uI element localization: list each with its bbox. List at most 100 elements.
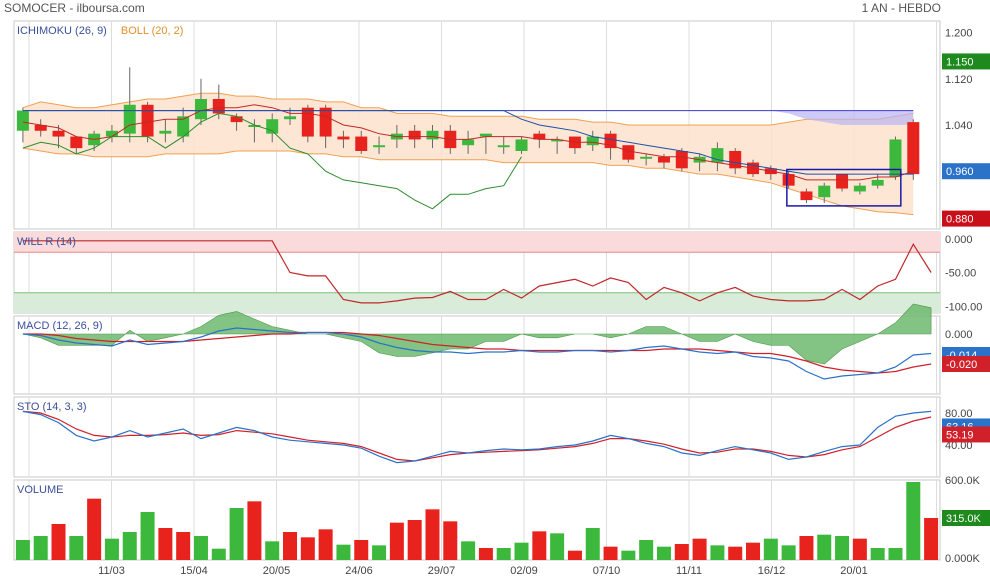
volume-bar <box>247 501 262 560</box>
candle-up <box>426 130 439 140</box>
volume-bar <box>799 536 814 560</box>
candle-down <box>301 107 314 137</box>
chart-source-title: SOMOCER - ilboursa.com <box>4 1 145 15</box>
volume-bar <box>283 532 298 560</box>
y-tick-label: -100.00 <box>945 301 982 313</box>
candle-down <box>337 136 350 140</box>
panel-title-volume: VOLUME <box>17 484 63 496</box>
candle-down <box>34 125 47 131</box>
ichimoku-cloud <box>22 110 914 125</box>
candle-down <box>533 133 546 140</box>
value-tag-macd <box>942 356 990 372</box>
volume-bar <box>656 546 671 560</box>
volume-bar <box>122 532 137 560</box>
value-tag-sto <box>942 426 990 443</box>
x-tick-label: 15/04 <box>180 565 208 577</box>
candle-up <box>515 139 528 151</box>
candle-down <box>319 107 332 137</box>
volume-bar <box>104 538 119 560</box>
x-tick-label: 11/11 <box>676 565 702 577</box>
volume-bar <box>461 541 476 560</box>
volume-bar <box>781 545 796 560</box>
value-tag-text: 0.880 <box>946 214 974 226</box>
candle-down <box>782 174 795 186</box>
volume-bar <box>514 542 529 560</box>
timeframe-label[interactable]: 1 AN - HEBDO <box>861 1 941 15</box>
ichimoku-kijun-line <box>22 110 914 175</box>
volume-bar <box>33 536 48 560</box>
volume-bar <box>478 548 493 560</box>
candle-down <box>836 174 849 189</box>
volume-bar <box>585 528 600 560</box>
willr-zone-band <box>14 292 940 313</box>
candle-down <box>408 130 421 140</box>
volume-bar <box>425 509 440 560</box>
ichimoku-tenkan-line <box>22 104 914 181</box>
x-tick-label: 20/01 <box>840 565 868 577</box>
volume-bar <box>69 536 84 560</box>
macd-histogram <box>22 303 932 365</box>
y-tick-label: 1.120 <box>945 74 973 86</box>
candle-up <box>640 156 653 159</box>
bollinger-band-fill <box>22 93 914 215</box>
value-tag-price <box>942 53 990 70</box>
candle-up <box>105 130 118 137</box>
candle-down <box>70 136 83 149</box>
candle-up <box>159 130 172 134</box>
candle-up <box>284 116 297 120</box>
candle-down <box>800 191 813 201</box>
volume-bar <box>835 536 850 560</box>
candle-up <box>16 110 29 131</box>
bollinger-upper-line <box>22 92 914 126</box>
candle-up <box>123 104 136 134</box>
panel-title-sto: STO (14, 3, 3) <box>17 401 87 413</box>
x-tick-label: 20/05 <box>263 565 291 577</box>
candle-up <box>194 99 207 120</box>
volume-bar <box>318 529 333 560</box>
sto-d-line <box>22 410 932 462</box>
volume-bar <box>51 524 66 560</box>
candle-up <box>248 125 261 127</box>
volume-bar <box>229 508 244 560</box>
candle-up <box>497 145 510 148</box>
volume-bar <box>888 548 903 560</box>
panel-title-price: ICHIMOKU (26, 9) <box>17 25 107 37</box>
volume-bar <box>158 528 173 560</box>
y-tick-label: 1.040 <box>945 120 973 132</box>
candle-down <box>657 156 670 163</box>
candle-down <box>907 122 920 175</box>
volume-bar <box>924 518 939 560</box>
value-tag-text: 1.150 <box>946 56 974 68</box>
candle-up <box>177 116 190 137</box>
candle-down <box>729 151 742 169</box>
volume-bar <box>176 532 191 560</box>
value-tag-volume <box>942 510 990 526</box>
macd-line <box>22 327 932 380</box>
volume-bar <box>852 538 867 560</box>
candle-down <box>604 133 617 149</box>
candle-down <box>622 145 635 160</box>
candle-up <box>871 179 884 186</box>
candle-up <box>479 133 492 137</box>
x-tick-label: 16/12 <box>758 565 786 577</box>
volume-bar <box>746 542 761 560</box>
value-tag-text: 0.960 <box>946 166 974 178</box>
volume-bar <box>621 550 636 560</box>
volume-bar <box>87 498 102 560</box>
candle-up <box>853 185 866 192</box>
candle-up <box>551 139 564 142</box>
panel-frame-macd <box>13 315 941 395</box>
y-tick-label: 0.000K <box>945 553 981 565</box>
y-tick-label: 0.000 <box>945 329 973 341</box>
volume-bar <box>906 482 921 560</box>
y-tick-label: 600.0K <box>945 475 981 487</box>
candle-up <box>889 139 902 177</box>
x-tick-label: 02/09 <box>510 565 538 577</box>
candle-down <box>141 104 154 137</box>
x-tick-label: 11/03 <box>98 565 125 577</box>
volume-bar <box>15 540 30 560</box>
y-tick-label: 0.000 <box>945 234 973 246</box>
willr-zone-band <box>14 232 940 253</box>
y-tick-label: 40.00 <box>945 440 973 452</box>
